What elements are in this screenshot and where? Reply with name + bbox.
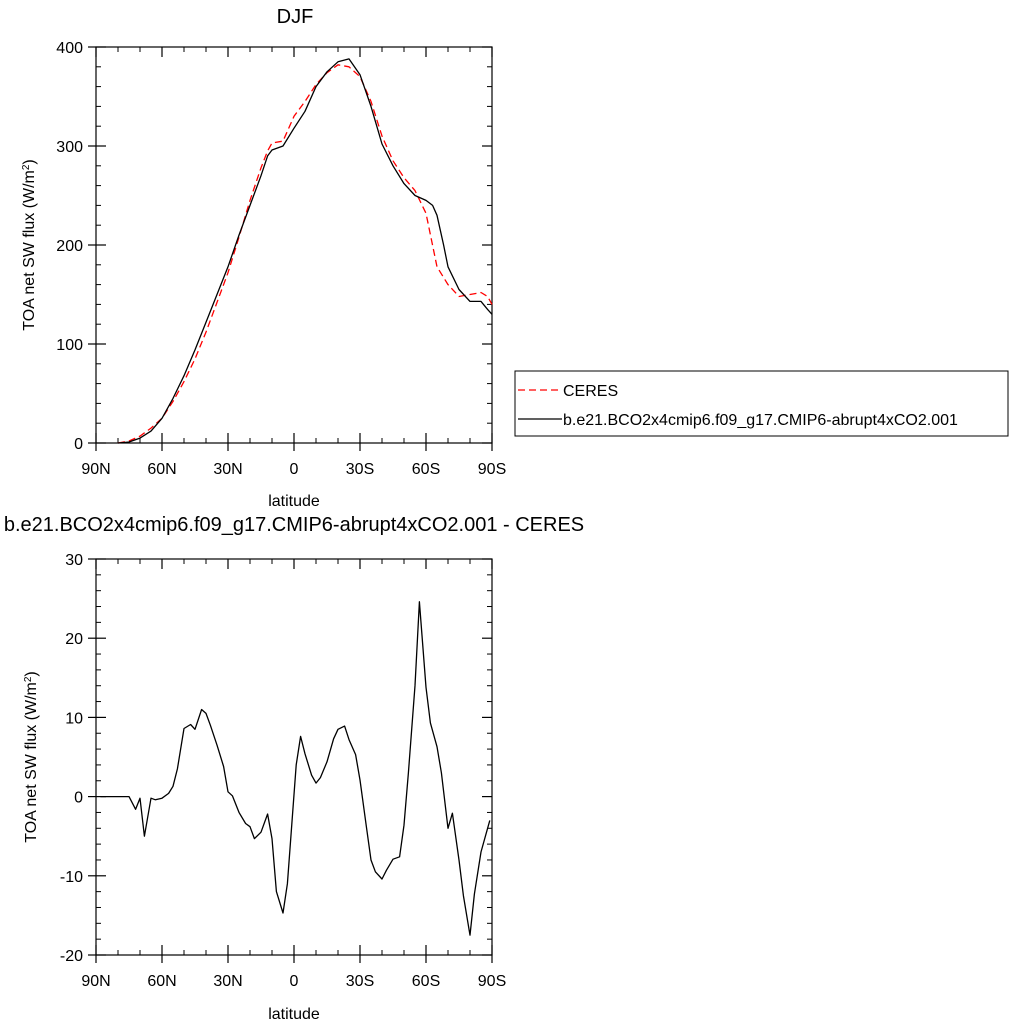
bottom-y-axis-label-sup: 2 bbox=[23, 676, 34, 682]
bottom-chart-panel: 90N 60N 30N 0 30S 60S 90S -20 -10 0 10 20 30 bbox=[60, 552, 506, 990]
bottom-y-axis-label-main: TOA net SW flux (W/m bbox=[23, 682, 40, 843]
top-y-axis-label-end: ) bbox=[21, 159, 38, 164]
top-chart-title: DJF bbox=[277, 6, 314, 28]
bottom-y-tick-label: -20 bbox=[60, 948, 83, 965]
top-x-axis-label: latitude bbox=[268, 493, 320, 510]
top-x-tick-label: 30N bbox=[213, 461, 242, 478]
top-x-tick-label: 30S bbox=[346, 461, 374, 478]
bottom-y-tick-label: 30 bbox=[65, 552, 83, 569]
bottom-series-line-difference bbox=[100, 601, 491, 936]
top-y-tick-label: 200 bbox=[56, 238, 83, 255]
bottom-y-axis-label-end: ) bbox=[23, 671, 40, 676]
top-x-tick-label: 90S bbox=[478, 461, 506, 478]
top-series-line-model bbox=[117, 58, 493, 444]
bottom-x-tick-label: 0 bbox=[290, 973, 299, 990]
legend: CERES b.e21.BCO2x4cmip6.f09_g17.CMIP6-ab… bbox=[514, 370, 1009, 437]
legend-ceres-label: CERES bbox=[563, 383, 618, 400]
top-y-axis-label: TOA net SW flux (W/m2) bbox=[21, 159, 39, 331]
top-y-tick-label: 100 bbox=[56, 337, 83, 354]
top-x-tick-label: 0 bbox=[290, 461, 299, 478]
bottom-y-tick-label: 10 bbox=[65, 710, 83, 727]
bottom-x-tick-label: 60N bbox=[147, 973, 176, 990]
bottom-x-tick-label: 30S bbox=[346, 973, 374, 990]
top-y-axis-label-sup: 2 bbox=[21, 164, 32, 170]
top-y-axis-label-main: TOA net SW flux (W/m bbox=[21, 170, 38, 331]
bottom-chart-title: b.e21.BCO2x4cmip6.f09_g17.CMIP6-abrupt4x… bbox=[4, 514, 584, 536]
legend-box bbox=[514, 370, 1009, 437]
top-chart-panel: 90N 60N 30N 0 30S 60S 90S 0 100 200 300 400 bbox=[56, 40, 506, 478]
bottom-y-axis-label: TOA net SW flux (W/m2) bbox=[23, 671, 41, 843]
bottom-x-axis-label: latitude bbox=[268, 1006, 320, 1023]
bottom-y-tick-label: 20 bbox=[65, 631, 83, 648]
bottom-x-tick-label: 60S bbox=[412, 973, 440, 990]
bottom-y-tick-label: -10 bbox=[60, 869, 83, 886]
legend-model-label: b.e21.BCO2x4cmip6.f09_g17.CMIP6-abrupt4x… bbox=[563, 412, 958, 429]
bottom-plot-frame bbox=[95, 558, 493, 956]
top-x-tick-label: 90N bbox=[81, 461, 110, 478]
bottom-x-tick-label: 90N bbox=[81, 973, 110, 990]
top-y-tick-label: 300 bbox=[56, 139, 83, 156]
top-y-tick-label: 0 bbox=[74, 436, 83, 453]
top-x-tick-label: 60N bbox=[147, 461, 176, 478]
top-x-tick-label: 60S bbox=[412, 461, 440, 478]
bottom-x-tick-label: 90S bbox=[478, 973, 506, 990]
bottom-x-tick-label: 30N bbox=[213, 973, 242, 990]
top-y-tick-label: 400 bbox=[56, 40, 83, 57]
bottom-y-tick-label: 0 bbox=[74, 790, 83, 807]
top-series-line-ceres bbox=[117, 64, 493, 444]
